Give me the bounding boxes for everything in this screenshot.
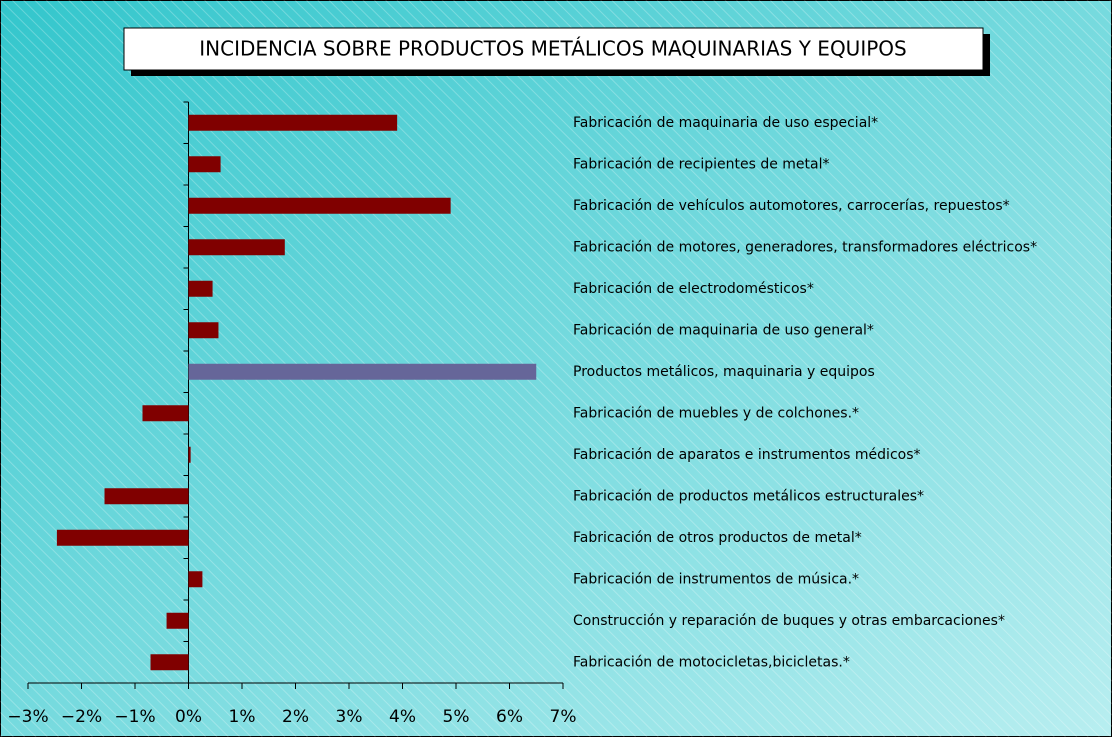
x-tick-label: 2%	[282, 707, 309, 727]
x-tick-label: 7%	[550, 707, 577, 727]
bar	[188, 239, 285, 256]
x-tick-label: 3%	[336, 707, 363, 727]
x-tick-label: −1%	[114, 707, 155, 727]
x-tick-label: 1%	[229, 707, 256, 727]
category-label: Productos metálicos, maquinaria y equipo…	[573, 364, 875, 380]
x-tick-label: 0%	[175, 707, 202, 727]
bar	[188, 322, 219, 339]
category-label: Fabricación de maquinaria de uso general…	[573, 322, 874, 338]
x-tick-label: 5%	[443, 707, 470, 727]
bar	[166, 612, 189, 629]
bar	[188, 114, 398, 131]
bar	[188, 197, 451, 214]
x-tick-label: −2%	[61, 707, 102, 727]
bar	[150, 654, 189, 671]
category-label: Fabricación de aparatos e instrumentos m…	[573, 447, 921, 463]
bar	[188, 363, 537, 380]
x-tick-label: −3%	[7, 707, 48, 727]
bar	[188, 280, 213, 297]
x-tick-label: 4%	[389, 707, 416, 727]
category-label: Fabricación de muebles y de colchones.*	[573, 405, 859, 421]
bar	[56, 529, 189, 546]
category-label: Fabricación de vehículos automotores, ca…	[573, 198, 1010, 214]
category-label: Fabricación de maquinaria de uso especia…	[573, 115, 878, 131]
bar	[188, 446, 191, 463]
category-label: Fabricación de motores, generadores, tra…	[573, 239, 1037, 255]
category-label: Fabricación de recipientes de metal*	[573, 156, 830, 172]
bar	[142, 405, 189, 422]
title-box	[123, 27, 984, 71]
category-label: Fabricación de electrodomésticos*	[573, 281, 814, 297]
category-label: Fabricación de productos metálicos estru…	[573, 488, 924, 504]
bar	[188, 156, 221, 173]
chart-title: INCIDENCIA SOBRE PRODUCTOS METÁLICOS MAQ…	[199, 37, 906, 61]
category-label: Construcción y reparación de buques y ot…	[573, 613, 1005, 629]
category-label: Fabricación de otros productos de metal*	[573, 530, 862, 546]
category-label: Fabricación de instrumentos de música.*	[573, 571, 859, 587]
bar	[104, 488, 189, 505]
x-tick-label: 6%	[496, 707, 523, 727]
category-label: Fabricación de motocicletas,bicicletas.*	[573, 654, 850, 670]
bar	[188, 571, 203, 588]
